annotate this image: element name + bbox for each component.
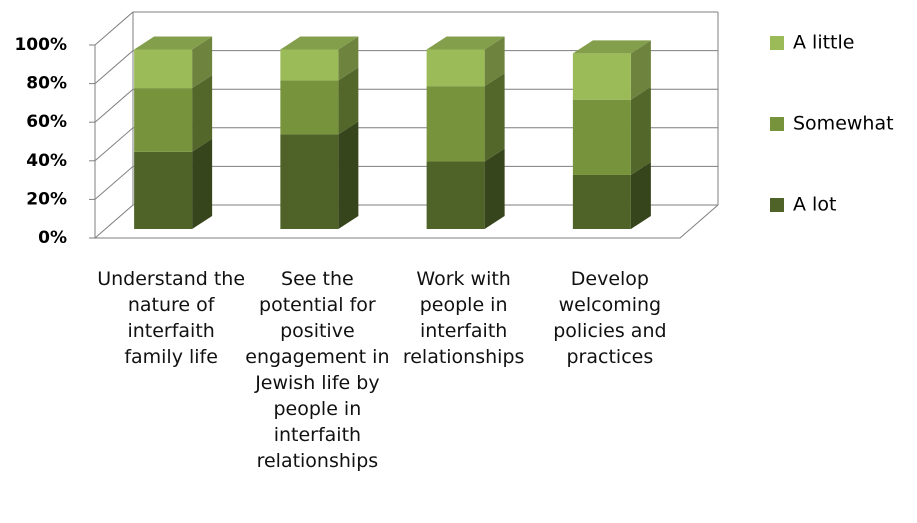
legend-label: A lot: [793, 194, 836, 216]
grid-line: [94, 11, 718, 46]
y-tick-label: 100%: [14, 35, 67, 55]
grid-line: [94, 88, 718, 123]
bar: [134, 88, 193, 152]
bar-top: [280, 36, 359, 50]
bar: [426, 86, 485, 162]
legend-swatch: [770, 36, 784, 50]
x-tick-label: Work with people in interfaith relations…: [402, 268, 525, 368]
bar: [572, 53, 631, 100]
bar-side: [630, 161, 651, 229]
bar-side: [484, 148, 505, 229]
bar-side: [484, 73, 505, 162]
bar-side: [630, 86, 651, 175]
y-tick-label: 0%: [38, 228, 67, 248]
grid-line: [94, 127, 718, 162]
bar: [280, 80, 339, 135]
bar: [426, 161, 485, 229]
bar-top: [426, 36, 505, 50]
legend-swatch: [770, 117, 784, 131]
legend-label: Somewhat: [793, 113, 894, 135]
y-tick-label: 80%: [26, 74, 67, 94]
bar-side: [338, 67, 359, 135]
legend-swatch: [770, 198, 784, 212]
bar-side: [192, 138, 213, 229]
bar: [572, 174, 631, 229]
bar-side: [192, 36, 213, 89]
grid-line: [94, 50, 718, 84]
y-tick-label: 20%: [26, 189, 67, 209]
bar-top: [572, 40, 651, 54]
y-tick-label: 60%: [26, 112, 67, 132]
legend-label: A little: [793, 32, 854, 54]
bar-side: [338, 36, 359, 81]
x-tick-label: Develop welcoming policies and practices: [553, 268, 667, 368]
bar-side: [484, 36, 505, 87]
y-tick-label: 40%: [26, 151, 67, 171]
bar-top: [134, 36, 213, 50]
bar: [134, 151, 193, 229]
bar: [134, 49, 193, 89]
grid-line: [94, 165, 718, 200]
bar-side: [192, 75, 213, 152]
bar-side: [338, 121, 359, 229]
bar: [280, 134, 339, 229]
bar: [572, 99, 631, 175]
bar: [426, 49, 485, 87]
grid-line: [94, 204, 718, 239]
bar-side: [630, 40, 651, 100]
x-tick-label: See the potential for positive engagemen…: [245, 268, 390, 472]
floor-edge: [95, 204, 719, 239]
x-tick-label: Understand the nature of interfaith fami…: [97, 268, 246, 368]
bar: [280, 49, 339, 81]
